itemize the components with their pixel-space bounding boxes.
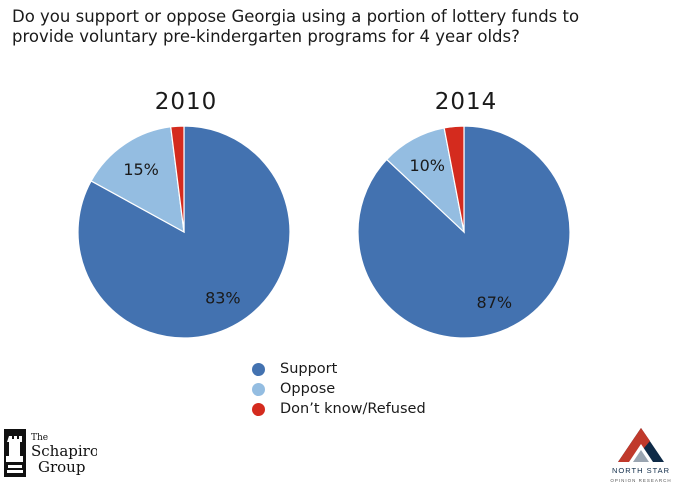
logo-right-line-2: OPINION RESEARCH (610, 478, 671, 483)
pie-slice-2010-oppose (90, 126, 185, 234)
legend-label-oppose: Oppose (280, 381, 336, 397)
legend-label-support: Support (280, 361, 338, 377)
legend-swatch-dont-know (252, 402, 265, 416)
logo-left-line-3: Group (38, 458, 85, 476)
north-star-triangle-icon (618, 428, 664, 462)
question-line-2: provide voluntary pre-kindergarten progr… (12, 27, 520, 46)
pie-data-label-2014-support: 87% (477, 293, 513, 312)
logo-right-line-1: NORTH STAR (612, 466, 670, 475)
legend-swatch-oppose (252, 382, 265, 396)
logo-left-line-2: Schapiro (31, 442, 97, 460)
question-line-1: Do you support or oppose Georgia using a… (12, 7, 580, 26)
pie-title-2014: 2014 (434, 89, 498, 115)
legend-item-oppose: Oppose (252, 379, 426, 399)
legend-item-dont-know: Don’t know/Refused (252, 399, 426, 419)
pie-title-2010: 2010 (154, 89, 218, 115)
pie-slice-2010-dont-know (170, 125, 185, 233)
pie-chart-2014: 87% 10% (357, 125, 571, 339)
chart-legend: Support Oppose Don’t know/Refused (252, 359, 426, 419)
question-title: Do you support or oppose Georgia using a… (12, 7, 672, 47)
pie-data-label-2010-support: 83% (205, 289, 241, 308)
north-star-logo: NORTH STAR OPINION RESEARCH (610, 428, 671, 483)
legend-swatch-support (252, 362, 265, 376)
pie-data-label-2014-oppose: 10% (409, 156, 445, 175)
schapiro-group-logo: The Schapiro Group (4, 429, 97, 477)
logo-left-line-1: The (31, 433, 48, 443)
pie-chart-2010: 83% 15% (77, 125, 291, 339)
pie-data-label-2010-oppose: 15% (123, 160, 159, 179)
rook-chess-piece-icon (4, 429, 26, 477)
legend-item-support: Support (252, 359, 426, 379)
legend-label-dont-know: Don’t know/Refused (280, 401, 426, 417)
pie-slice-2014-dont-know (443, 125, 465, 233)
